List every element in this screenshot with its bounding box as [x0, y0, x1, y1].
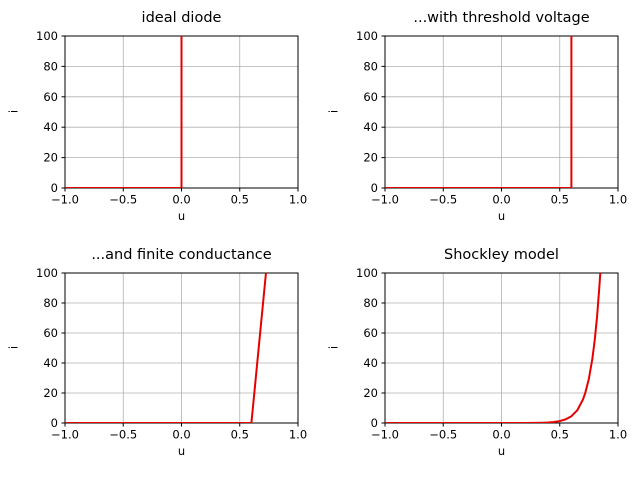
- x-tick-label: 0.5: [231, 193, 249, 207]
- x-axis-label: u: [177, 444, 186, 458]
- x-axis-label: u: [497, 209, 506, 223]
- y-tick-label: 80: [43, 296, 58, 310]
- y-tick-label: 20: [363, 386, 378, 400]
- x-tick-label: −1.0: [371, 193, 399, 207]
- y-tick-label: 40: [363, 120, 378, 134]
- y-tick-label: 100: [36, 29, 58, 43]
- y-tick-label: 20: [43, 386, 58, 400]
- grid-lines: [384, 35, 619, 189]
- x-tick-label: 1.0: [609, 193, 627, 207]
- series-line-i(u): [65, 36, 183, 188]
- subplot-finite-conductance: ...and finite conductance i −1.0 −0.5 0.0 0…: [0, 240, 320, 480]
- x-tick-label: −0.5: [109, 428, 137, 442]
- x-tick-label: 0.0: [172, 428, 190, 442]
- y-tick-label: 40: [43, 120, 58, 134]
- tick-marks: −1.0 −0.5 0.0 0.5 1.0 0 20 40 60 80 100: [36, 266, 307, 442]
- x-tick-label: 0.5: [551, 193, 569, 207]
- x-tick-label: −1.0: [51, 428, 79, 442]
- y-tick-label: 80: [43, 59, 58, 73]
- y-tick-label: 0: [51, 416, 58, 430]
- x-tick-label: −0.5: [109, 193, 137, 207]
- y-tick-label: 0: [51, 181, 58, 195]
- subplot-shockley-model: Shockley model i −1.0 −0.5 0.0 0.5 1.0 0 20 40 6…: [320, 240, 640, 480]
- y-tick-label: 60: [43, 326, 58, 340]
- plot-title: ideal diode: [141, 10, 222, 26]
- y-tick-label: 60: [43, 90, 58, 104]
- plot-area: −1.0 −0.5 0.0 0.5 1.0 0 20 40 60 80 100: [36, 29, 307, 207]
- plot-title: ...and finite conductance: [91, 247, 272, 263]
- y-tick-label: 100: [356, 266, 378, 280]
- plot-title: ...with threshold voltage: [413, 10, 590, 26]
- subplot-threshold-voltage: ...with threshold voltage i −1.0 −0.5 0.0 0…: [320, 0, 640, 240]
- y-tick-label: 60: [363, 90, 378, 104]
- plot-area: −1.0 −0.5 0.0 0.5 1.0 0 20 40 60 80 100: [356, 29, 627, 207]
- x-tick-label: −0.5: [429, 193, 457, 207]
- x-tick-label: 1.0: [289, 193, 307, 207]
- y-tick-label: 20: [363, 151, 378, 165]
- y-tick-label: 40: [43, 356, 58, 370]
- x-tick-label: 0.0: [492, 428, 510, 442]
- x-tick-label: 1.0: [289, 428, 307, 442]
- plot-area: −1.0 −0.5 0.0 0.5 1.0 0 20 40 60 80 100: [36, 266, 307, 442]
- x-tick-label: 0.5: [551, 428, 569, 442]
- y-tick-label: 80: [363, 296, 378, 310]
- tick-marks: −1.0 −0.5 0.0 0.5 1.0 0 20 40 60 80 100: [36, 29, 307, 207]
- x-tick-label: −1.0: [51, 193, 79, 207]
- x-tick-label: −1.0: [371, 428, 399, 442]
- y-tick-label: 20: [43, 151, 58, 165]
- x-tick-label: 0.0: [492, 193, 510, 207]
- tick-marks: −1.0 −0.5 0.0 0.5 1.0 0 20 40 60 80 100: [356, 266, 627, 442]
- y-tick-label: 40: [363, 356, 378, 370]
- y-tick-label: 0: [371, 181, 378, 195]
- y-tick-label: 100: [36, 266, 58, 280]
- plot-area: −1.0 −0.5 0.0 0.5 1.0 0 20 40 60 80 100: [356, 266, 627, 442]
- y-tick-label: 100: [356, 29, 378, 43]
- x-tick-label: 0.0: [172, 193, 190, 207]
- plot-title: Shockley model: [444, 247, 559, 263]
- y-tick-label: 0: [371, 416, 378, 430]
- tick-marks: −1.0 −0.5 0.0 0.5 1.0 0 20 40 60 80 100: [356, 29, 627, 207]
- series-line-i(u): [385, 273, 602, 423]
- subplot-ideal-diode: ideal diode i −1.0 −0.5 0.0 0.5 1.0 0 20 40 60 80…: [0, 0, 320, 240]
- y-tick-label: 80: [363, 59, 378, 73]
- x-axis-label: u: [177, 209, 186, 223]
- x-tick-label: 1.0: [609, 428, 627, 442]
- x-tick-label: 0.5: [231, 428, 249, 442]
- x-tick-label: −0.5: [429, 428, 457, 442]
- series-line-i(u): [385, 36, 573, 188]
- x-axis-label: u: [497, 444, 506, 458]
- series-line-i(u): [65, 273, 267, 423]
- y-tick-label: 60: [363, 326, 378, 340]
